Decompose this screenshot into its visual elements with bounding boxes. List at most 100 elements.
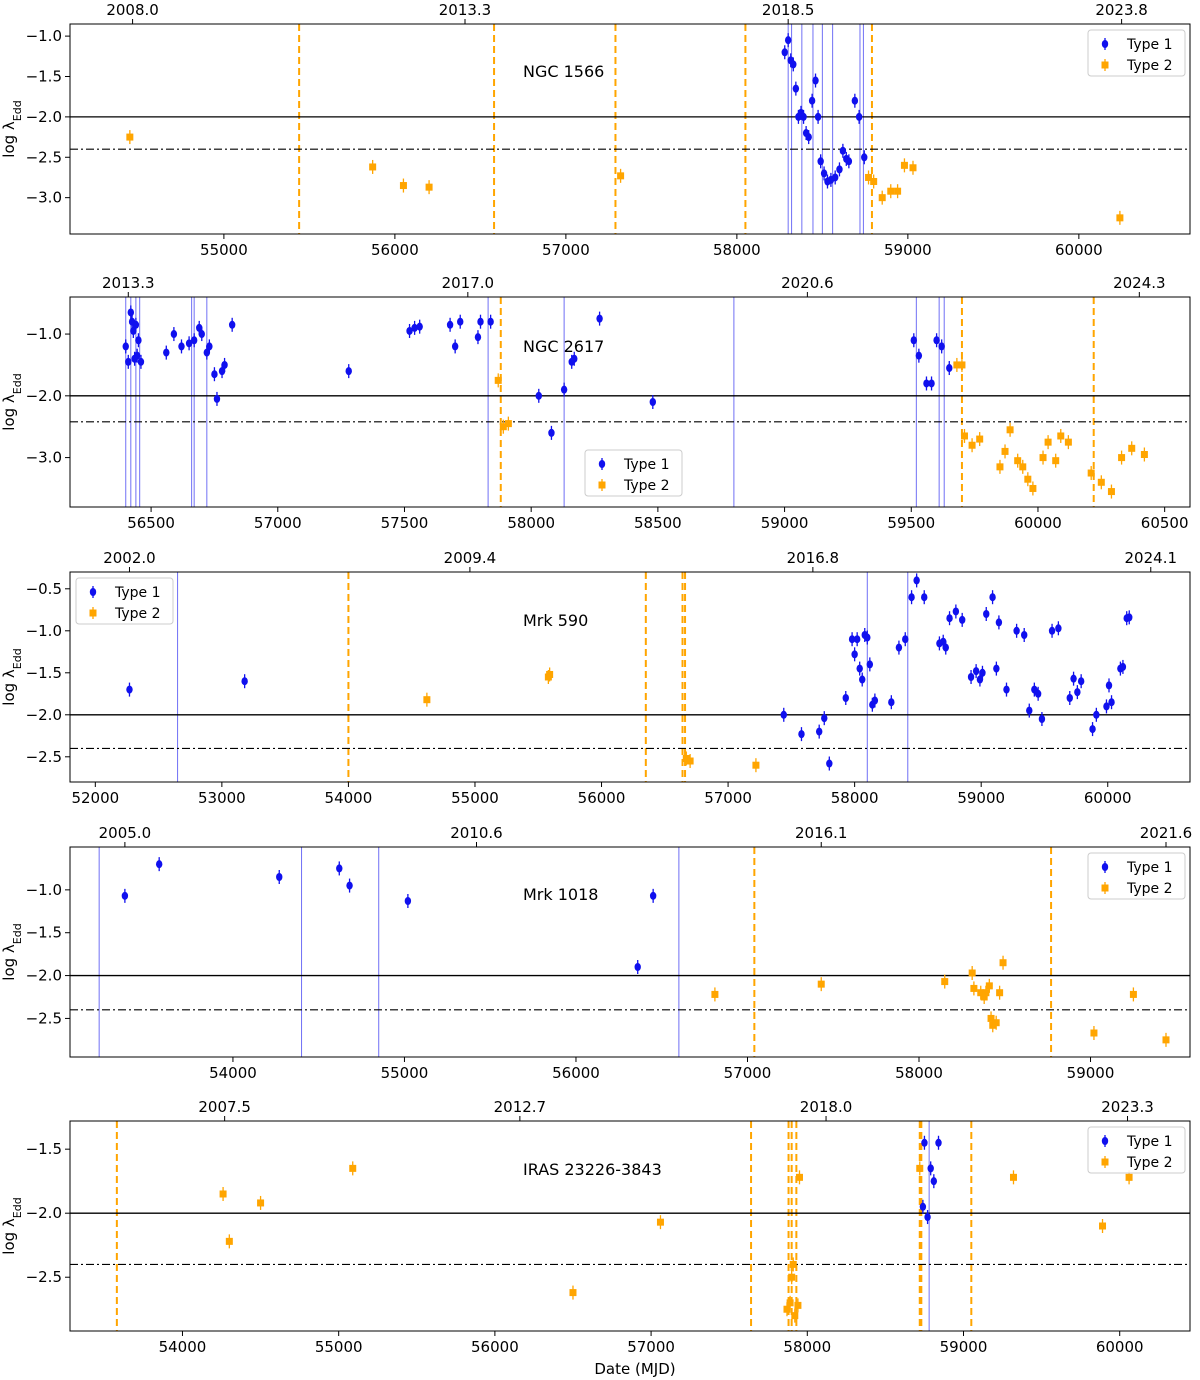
type2-point [878, 194, 886, 202]
type2-point [257, 1199, 265, 1207]
type2-point [711, 990, 719, 998]
type2-point [569, 1289, 577, 1297]
type2-point [752, 761, 760, 769]
type1-point [178, 342, 185, 351]
y-tick-label: −2.0 [26, 706, 62, 724]
type2-point [985, 982, 993, 990]
top-tick-label: 2023.3 [1101, 1098, 1154, 1116]
type2-point [817, 980, 825, 988]
x-tick-label: 60000 [1084, 789, 1132, 807]
type1-point [596, 314, 603, 323]
y-tick-label: −3.0 [26, 449, 62, 467]
type1-point [855, 112, 863, 121]
type2-point [968, 441, 976, 449]
x-tick-label: 56000 [371, 241, 419, 259]
type1-point [928, 379, 935, 388]
y-tick-label: −2.0 [26, 1204, 62, 1222]
type1-point [895, 643, 903, 652]
x-tick-label: 56500 [127, 514, 175, 532]
top-tick-label: 2013.3 [102, 274, 155, 292]
type2-point [369, 163, 377, 171]
y-axis-label: log λEdd [0, 648, 24, 705]
type1-point [902, 635, 909, 644]
legend-type2-marker [89, 609, 97, 617]
type1-point [798, 730, 805, 739]
type1-point [276, 873, 283, 881]
x-tick-label: 56000 [471, 1338, 519, 1356]
type2-point [970, 984, 978, 992]
type2-point [1044, 438, 1052, 446]
legend-type1-label: Type 1 [1126, 37, 1173, 53]
type1-point [921, 593, 928, 602]
type2-point [783, 1305, 791, 1313]
legend-type1-label: Type 1 [1126, 860, 1173, 876]
plot-frame [69, 1120, 1191, 1332]
type1-point [839, 146, 847, 155]
x-tick-label: 59000 [761, 514, 809, 532]
type2-point [1125, 1173, 1133, 1181]
y-tick-label: −0.5 [26, 580, 62, 598]
y-tick-label: −3.0 [26, 189, 62, 207]
type2-point [1087, 469, 1095, 477]
top-tick-label: 2017.0 [442, 274, 495, 292]
y-tick-label: −2.0 [26, 108, 62, 126]
y-tick-label: −2.5 [26, 1009, 62, 1027]
type1-point [859, 675, 866, 684]
type1-point [221, 360, 228, 369]
type2-point [1009, 1173, 1017, 1181]
x-tick-label: 55000 [200, 241, 248, 259]
type1-point [888, 698, 895, 707]
type1-point [933, 336, 940, 345]
type2-point [1029, 484, 1037, 492]
type1-point [211, 370, 218, 379]
legend: Type 1 Type 2 [584, 449, 683, 497]
x-axis-label: Date (MJD) [594, 1360, 675, 1378]
type1-point [935, 1138, 942, 1147]
type1-point [959, 615, 966, 624]
x-tick-label: 57000 [704, 789, 752, 807]
type1-point [851, 650, 858, 659]
y-axis-label: log λEdd [0, 100, 24, 157]
plot-frame [69, 296, 1191, 508]
x-tick-label: 58000 [713, 241, 761, 259]
type2-point [1039, 454, 1047, 462]
x-tick-label: 60500 [1141, 514, 1189, 532]
type2-point [1116, 214, 1124, 222]
x-tick-label: 58500 [634, 514, 682, 532]
type1-point [1077, 677, 1085, 686]
legend-type2-label: Type 2 [623, 478, 670, 494]
type1-point [930, 1177, 938, 1186]
type1-point [780, 710, 787, 719]
type1-point [942, 643, 949, 652]
panel-ngc-1566: NGC 1566 55000 56000 57000 58000 59000 60000 2… [0, 1, 1191, 259]
x-tick-label: 59000 [1067, 1064, 1115, 1082]
legend-box [1087, 29, 1186, 77]
type1-point [979, 668, 986, 677]
x-tick-label: 57000 [724, 1064, 772, 1082]
type1-point [952, 607, 960, 616]
type1-point [122, 342, 129, 351]
x-tick-label: 59000 [940, 1338, 988, 1356]
type1-point [1055, 624, 1062, 633]
type1-point [345, 367, 352, 376]
legend-type1-marker [1101, 1137, 1109, 1145]
x-tick-label: 58000 [783, 1338, 831, 1356]
type1-point [1066, 694, 1073, 702]
type1-point [451, 342, 459, 351]
type1-point [913, 576, 920, 585]
type1-point [800, 112, 807, 121]
y-tick-label: −2.0 [26, 387, 62, 405]
type2-point [1118, 454, 1126, 462]
type1-point [923, 379, 930, 388]
legend-type1-marker [89, 588, 97, 596]
type2-point [494, 376, 502, 384]
type1-point [856, 664, 863, 673]
type2-point [1128, 444, 1136, 452]
type2-point [399, 182, 407, 190]
type1-point [1103, 702, 1110, 711]
type1-point [190, 336, 198, 345]
type1-point [241, 677, 248, 686]
type2-point [1014, 457, 1022, 465]
type1-point [781, 48, 788, 57]
type1-point [228, 320, 236, 329]
